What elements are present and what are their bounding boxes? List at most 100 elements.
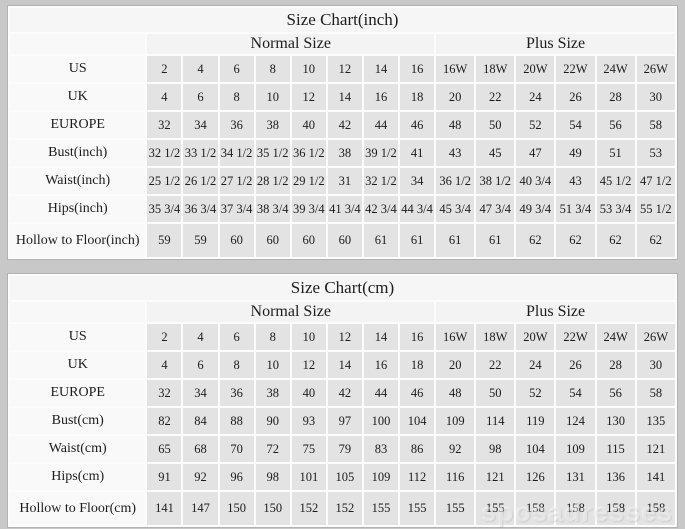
size-cell: 26W [636,56,675,82]
size-cell: 10 [291,56,326,82]
row-label: UK [10,84,146,110]
row-label: Waist(cm) [10,436,146,462]
size-cell: 51 3/4 [556,196,595,222]
row-label: EUROPE [10,380,146,406]
size-cell: 32 [147,112,182,138]
size-cell: 12 [327,56,362,82]
size-cell: 35 1/2 [255,140,290,166]
size-cell: 97 [327,408,362,434]
table-row: Bust(inch) 32 1/2 33 1/2 34 1/2 35 1/2 36 1/2… [10,140,675,166]
row-label: Bust(cm) [10,408,146,434]
table-row: UK 4 6 8 10 12 14 16 18 20 22 24 26 28 30 [10,84,675,110]
size-cell: 6 [183,352,218,378]
size-cell: 150 [255,492,290,525]
size-cell: 112 [400,464,435,490]
size-cell: 56 [596,380,635,406]
size-cell: 141 [147,492,182,525]
size-cell: 24 [516,352,555,378]
size-cell: 59 [183,224,218,257]
size-cell: 47 1/2 [636,168,675,194]
size-cell: 53 3/4 [596,196,635,222]
size-cell: 158 [596,492,635,525]
size-cell: 26 [556,84,595,110]
size-cell: 36 1/2 [291,140,326,166]
plus-size-header: Plus Size [436,34,675,54]
size-cell: 14 [363,324,399,350]
size-cell: 147 [183,492,218,525]
size-cell: 26W [636,324,675,350]
size-cell: 131 [556,464,595,490]
size-cell: 38 3/4 [255,196,290,222]
size-cell: 115 [596,436,635,462]
size-cell: 32 1/2 [147,140,182,166]
size-cell: 119 [516,408,555,434]
size-cell: 155 [476,492,515,525]
size-cell: 52 [516,112,555,138]
size-cell: 42 [327,380,362,406]
size-cell: 37 3/4 [219,196,254,222]
size-cell: 2 [147,324,182,350]
size-cell: 93 [291,408,326,434]
size-cell: 33 1/2 [183,140,218,166]
size-cell: 79 [327,436,362,462]
size-cell: 28 [596,84,635,110]
size-cell: 96 [219,464,254,490]
size-cell: 56 [596,112,635,138]
size-cell: 20W [516,324,555,350]
row-label: UK [10,352,146,378]
size-cell: 28 1/2 [255,168,290,194]
size-cell: 62 [596,224,635,257]
size-cell: 61 [400,224,435,257]
size-cell: 40 3/4 [516,168,555,194]
size-cell: 4 [183,56,218,82]
size-cell: 50 [476,380,515,406]
size-cell: 6 [219,324,254,350]
size-cell: 12 [291,352,326,378]
size-cell: 92 [183,464,218,490]
size-cell: 36 3/4 [183,196,218,222]
size-cell: 38 [327,140,362,166]
size-cell: 22W [556,324,595,350]
size-cell: 14 [363,56,399,82]
size-cell: 136 [596,464,635,490]
size-cell: 141 [636,464,675,490]
table-row: Hips(cm) 91 92 96 98 101 105 109 112 116 121 126 131… [10,464,675,490]
size-cell: 34 [400,168,435,194]
plus-size-header: Plus Size [436,302,675,322]
size-cell: 54 [556,112,595,138]
size-cell: 20 [436,84,475,110]
size-cell: 84 [183,408,218,434]
size-cell: 36 1/2 [436,168,475,194]
row-label: Hollow to Floor(inch) [10,224,146,257]
size-cell: 24W [596,324,635,350]
size-cell: 14 [327,352,362,378]
size-cell: 36 [219,380,254,406]
table-row: Hollow to Floor(inch) 59 59 60 60 60 60 61 61 61 6… [10,224,675,257]
size-cell: 10 [255,352,290,378]
size-cell: 45 [476,140,515,166]
size-cell: 18W [476,324,515,350]
corner-cell [10,34,146,54]
size-cell: 34 [183,380,218,406]
size-cell: 62 [556,224,595,257]
size-cell: 8 [219,352,254,378]
size-cell: 65 [147,436,182,462]
size-cell: 27 1/2 [219,168,254,194]
size-cell: 49 [556,140,595,166]
size-cell: 4 [183,324,218,350]
size-cell: 26 [556,352,595,378]
size-cell: 92 [436,436,475,462]
chart-title: Size Chart(cm) [10,276,675,300]
size-cell: 2 [147,56,182,82]
size-cell: 130 [596,408,635,434]
size-cell: 4 [147,352,182,378]
size-chart-inch-table: Size Chart(inch) Normal Size Plus Size U… [7,5,678,260]
size-cell: 32 1/2 [363,168,399,194]
size-cell: 42 3/4 [363,196,399,222]
size-cell: 16 [363,84,399,110]
size-cell: 22 [476,84,515,110]
size-cell: 60 [255,224,290,257]
size-cell: 40 [291,112,326,138]
size-cell: 25 1/2 [147,168,182,194]
size-cell: 150 [219,492,254,525]
